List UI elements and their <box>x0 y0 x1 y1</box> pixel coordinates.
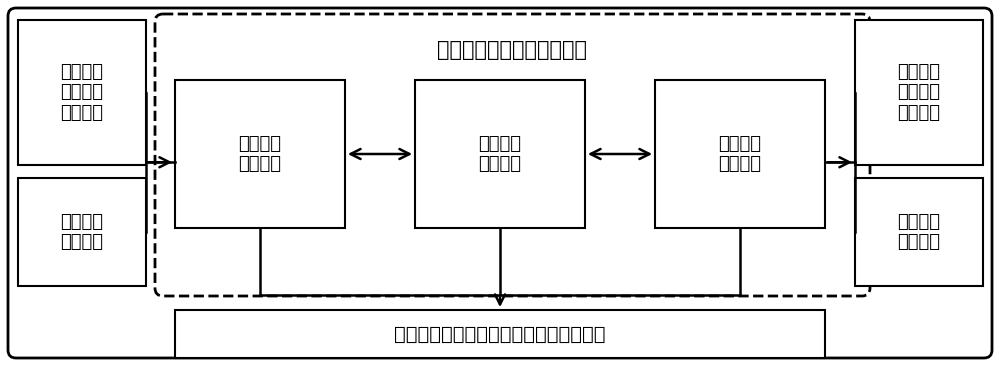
Bar <box>415 80 585 228</box>
FancyBboxPatch shape <box>8 8 992 358</box>
Text: 送端区域
消纳模型: 送端区域 消纳模型 <box>239 135 282 173</box>
Text: 特高压直流跨区域消纳平台: 特高压直流跨区域消纳平台 <box>437 40 587 60</box>
Bar <box>18 20 146 165</box>
Text: 直流线路
运行模型: 直流线路 运行模型 <box>479 135 522 173</box>
Text: 送端区域
负荷水平: 送端区域 负荷水平 <box>60 213 104 251</box>
Text: 两区域机组启停计划和直流线路输送计划: 两区域机组启停计划和直流线路输送计划 <box>394 325 606 344</box>
Bar <box>855 20 983 165</box>
FancyBboxPatch shape <box>155 14 870 296</box>
Text: 受端区域
负荷水平: 受端区域 负荷水平 <box>898 213 940 251</box>
Bar <box>18 178 146 286</box>
Bar <box>175 80 345 228</box>
Text: 受端区域
消纳模型: 受端区域 消纳模型 <box>718 135 762 173</box>
Bar <box>175 310 825 358</box>
Text: 受端区域
新能源预
测场景集: 受端区域 新能源预 测场景集 <box>898 63 940 122</box>
Bar <box>655 80 825 228</box>
Bar <box>855 178 983 286</box>
Text: 送端区域
新能源预
测场景集: 送端区域 新能源预 测场景集 <box>60 63 104 122</box>
